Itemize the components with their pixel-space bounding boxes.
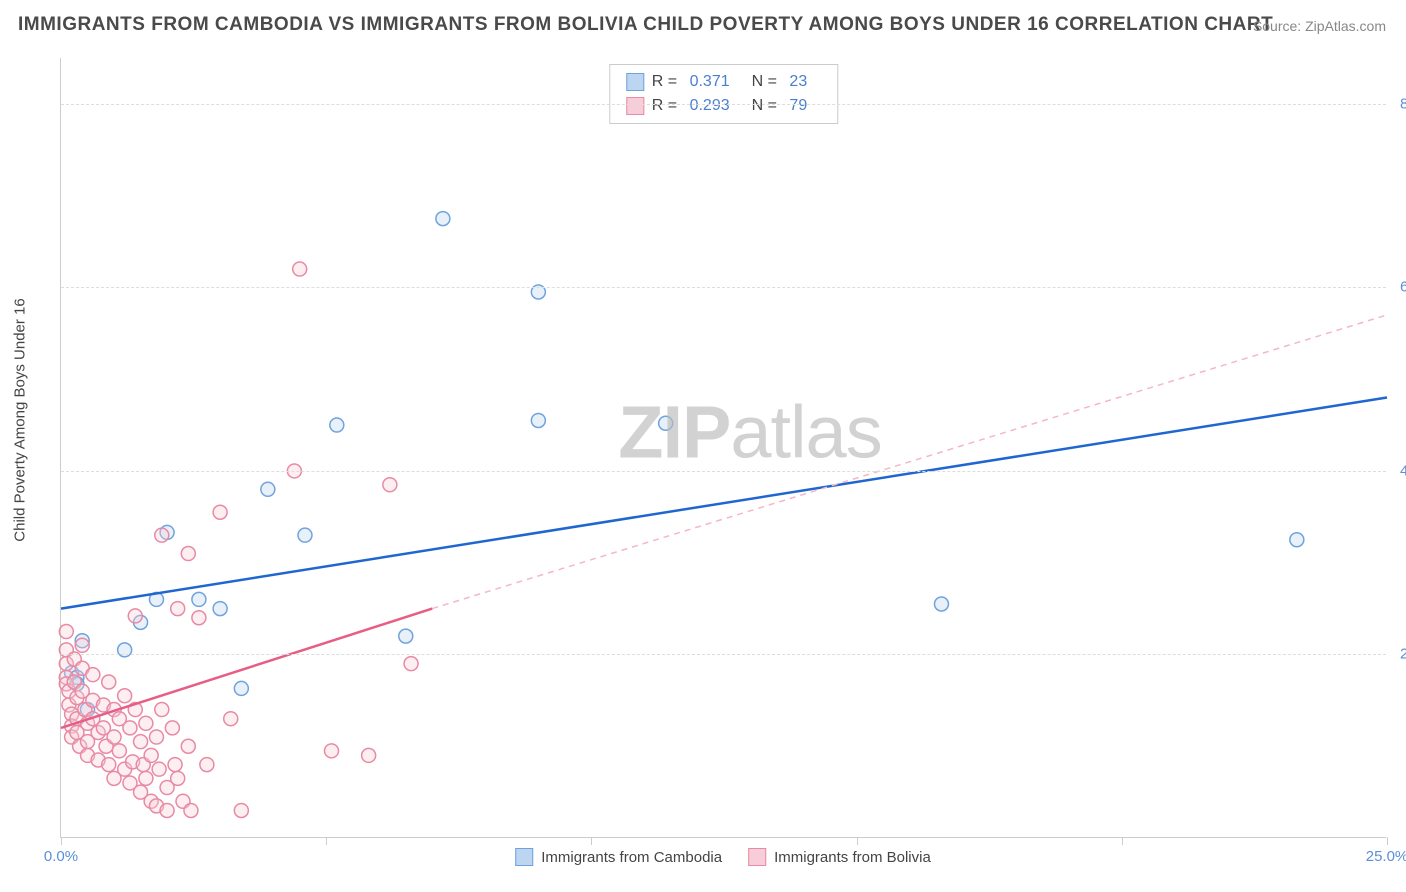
data-point [330,418,344,432]
data-point [659,416,673,430]
data-point [59,625,73,639]
data-point [1290,533,1304,547]
legend-label: Immigrants from Cambodia [541,849,722,866]
data-point [144,748,158,762]
correlation-legend: R = 0.371 N = 23 R = 0.293 N = 79 [609,64,838,124]
data-point [118,689,132,703]
legend-n-label: N = [752,94,782,118]
gridline [61,287,1386,288]
data-point [171,771,185,785]
data-point [75,638,89,652]
data-point [181,547,195,561]
data-point [934,597,948,611]
data-point [531,413,545,427]
legend-row: R = 0.293 N = 79 [626,94,821,118]
legend-n-label: N = [752,70,782,94]
data-point [86,668,100,682]
data-point [293,262,307,276]
source-attribution: Source: ZipAtlas.com [1253,18,1386,34]
data-point [234,681,248,695]
x-tick [1387,837,1388,845]
y-tick-label: 40.0% [1390,462,1406,479]
x-tick [326,837,327,845]
data-point [149,730,163,744]
x-tick [61,837,62,845]
data-point [436,212,450,226]
data-point [404,657,418,671]
data-point [134,735,148,749]
x-tick [591,837,592,845]
chart-area: ZIPatlas R = 0.371N = 23R = 0.293N = 79 … [60,58,1386,838]
gridline [61,471,1386,472]
data-point [184,803,198,817]
data-point [213,505,227,519]
data-point [325,744,339,758]
x-tick [857,837,858,845]
trend-line [61,609,432,728]
data-point [123,721,137,735]
data-point [139,716,153,730]
data-point [112,744,126,758]
data-point [224,712,238,726]
data-point [160,803,174,817]
plot-svg [61,58,1386,837]
legend-r-value: 0.371 [690,70,730,94]
legend-item: Immigrants from Bolivia [748,848,931,866]
data-point [102,758,116,772]
series-legend: Immigrants from Cambodia Immigrants from … [515,848,931,866]
data-point [171,602,185,616]
y-tick-label: 80.0% [1390,95,1406,112]
data-point [213,602,227,616]
data-point [128,609,142,623]
legend-label: Immigrants from Bolivia [774,849,931,866]
data-point [165,721,179,735]
y-axis-label: Child Poverty Among Boys Under 16 [12,298,29,541]
data-point [181,739,195,753]
data-point [298,528,312,542]
legend-swatch [748,848,766,866]
data-point [139,771,153,785]
x-tick-label: 25.0% [1366,848,1406,865]
data-point [234,803,248,817]
legend-r-value: 0.293 [690,94,730,118]
y-tick-label: 20.0% [1390,646,1406,663]
data-point [152,762,166,776]
data-point [155,703,169,717]
data-point [107,730,121,744]
chart-title: IMMIGRANTS FROM CAMBODIA VS IMMIGRANTS F… [18,14,1273,36]
gridline [61,654,1386,655]
legend-swatch [626,73,644,91]
legend-swatch [626,97,644,115]
data-point [362,748,376,762]
x-tick-label: 0.0% [44,848,78,865]
legend-r-label: R = [652,94,682,118]
data-point [383,478,397,492]
data-point [192,592,206,606]
data-point [261,482,275,496]
data-point [200,758,214,772]
trend-line [61,398,1387,609]
x-tick [1122,837,1123,845]
data-point [192,611,206,625]
data-point [399,629,413,643]
gridline [61,104,1386,105]
data-point [102,675,116,689]
legend-row: R = 0.371 N = 23 [626,70,821,94]
legend-r-label: R = [652,70,682,94]
legend-item: Immigrants from Cambodia [515,848,722,866]
trend-line-extrapolated [432,315,1387,609]
data-point [168,758,182,772]
data-point [155,528,169,542]
legend-n-value: 23 [789,70,807,94]
legend-n-value: 79 [789,94,807,118]
y-tick-label: 60.0% [1390,279,1406,296]
plot-region: ZIPatlas R = 0.371N = 23R = 0.293N = 79 … [60,58,1386,838]
legend-swatch [515,848,533,866]
